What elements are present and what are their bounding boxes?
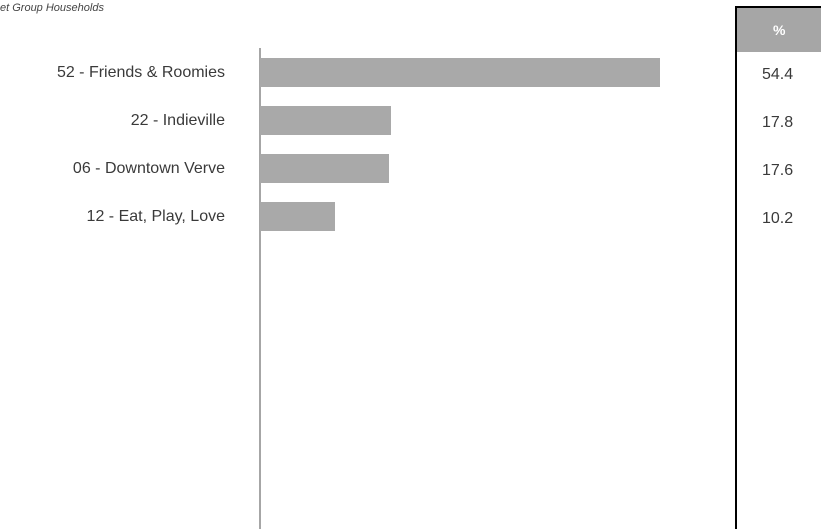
category-label: 06 - Downtown Verve [72, 159, 225, 177]
chart-subtitle: et Group Households [0, 2, 104, 14]
y-axis-line [259, 48, 261, 529]
category-label: 22 - Indieville [130, 111, 225, 129]
percent-value: 54.4 [762, 65, 794, 83]
percent-value: 10.2 [762, 209, 794, 227]
percent-value: 17.8 [762, 113, 794, 131]
percent-table-header: % [737, 8, 821, 52]
percent-value: 17.6 [762, 161, 794, 179]
category-label: 52 - Friends & Roomies [56, 63, 225, 81]
percent-table-panel [735, 6, 821, 529]
category-label: 12 - Eat, Play, Love [86, 207, 225, 225]
bar [260, 202, 335, 231]
bar [260, 58, 660, 87]
bar [260, 154, 389, 183]
bar [260, 106, 391, 135]
